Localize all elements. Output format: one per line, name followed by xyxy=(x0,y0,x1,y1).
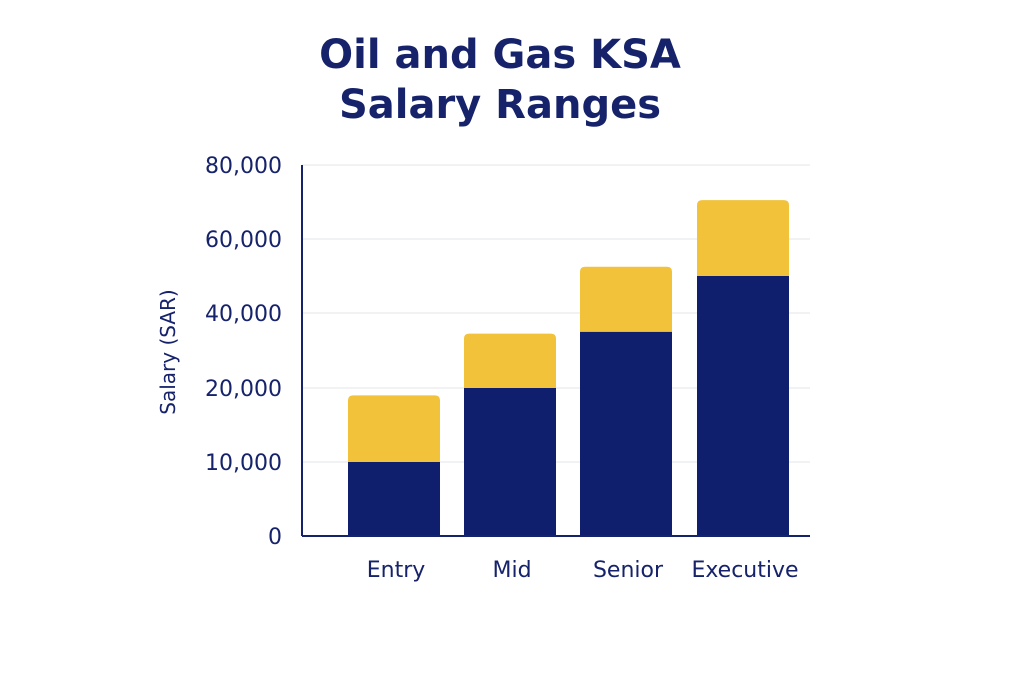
y-tick-label: 0 xyxy=(268,525,282,550)
chart-title-line-1: Oil and Gas KSA xyxy=(319,32,681,78)
x-category-label: Entry xyxy=(367,558,426,583)
bar-entry-minimum xyxy=(348,462,440,536)
x-category-label: Executive xyxy=(691,558,798,583)
axes xyxy=(301,165,810,537)
bar-mid-minimum xyxy=(464,388,556,536)
bar-mid-range xyxy=(464,333,556,388)
y-tick-labels: 0 10,000 20,000 40,000 60,000 80,000 xyxy=(205,154,282,550)
bar-senior-minimum xyxy=(580,331,672,536)
x-category-label: Senior xyxy=(593,558,664,583)
chart-title-line-2: Salary Ranges xyxy=(338,82,662,128)
y-tick-label: 10,000 xyxy=(205,451,282,476)
bars xyxy=(348,200,789,536)
bar-executive-minimum xyxy=(697,276,789,536)
chart-title: Oil and Gas KSA Salary Ranges xyxy=(0,30,1000,130)
x-category-labels: Entry Mid Senior Executive xyxy=(367,558,799,583)
x-category-label: Mid xyxy=(492,558,531,583)
y-tick-label: 40,000 xyxy=(205,302,282,327)
bar-senior-range xyxy=(580,266,672,332)
bar-entry-range xyxy=(348,395,440,462)
y-tick-label: 20,000 xyxy=(205,377,282,402)
y-tick-label: 80,000 xyxy=(205,154,282,179)
y-tick-label: 60,000 xyxy=(205,228,282,253)
y-axis-title: Salary (SAR) xyxy=(156,289,180,414)
bar-executive-range xyxy=(697,200,789,276)
